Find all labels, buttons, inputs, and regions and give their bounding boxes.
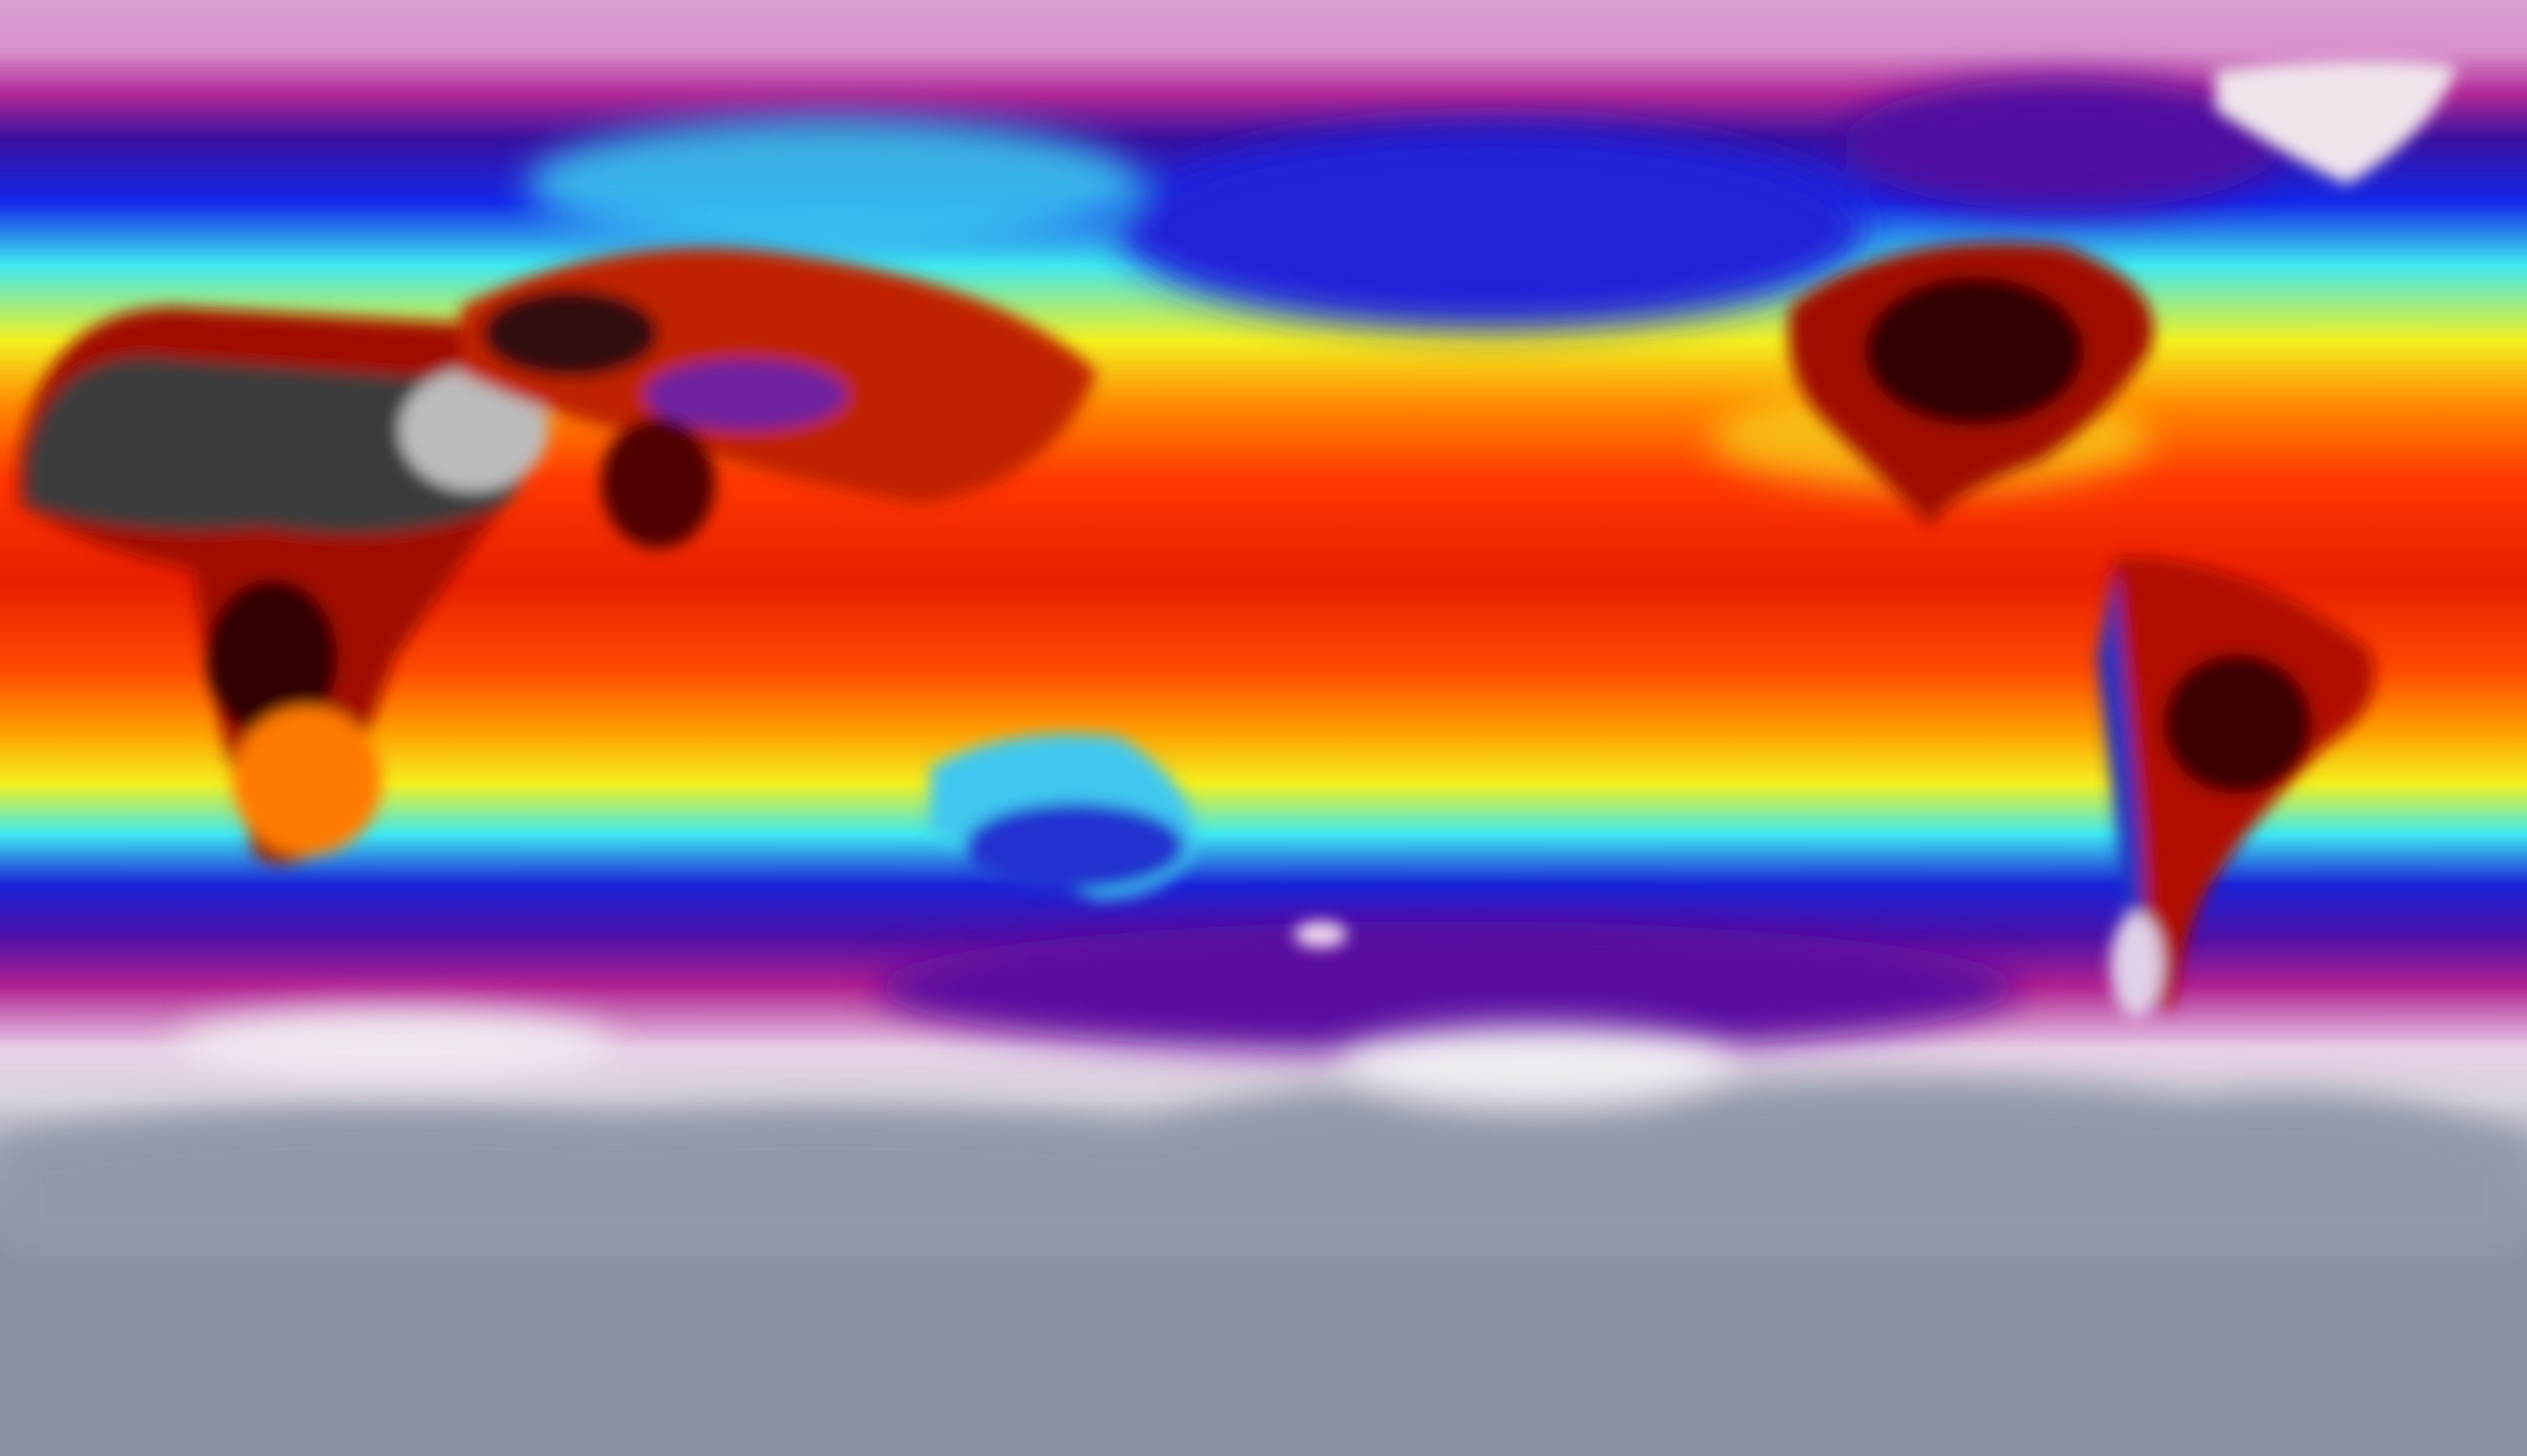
antarctic-white-cloud [1338, 1026, 1733, 1106]
patagonia-white [2110, 912, 2163, 1018]
tibet-cold [645, 359, 847, 430]
antarctic-white-cloud [175, 1009, 615, 1079]
siberia-cyan [526, 118, 1141, 250]
north-pacific-cold-region [1118, 127, 1865, 330]
global-temperature-map [0, 0, 2527, 1264]
canada-purple [1842, 79, 2281, 211]
amazon-dark [2163, 653, 2312, 794]
central-asia-dark [482, 289, 659, 378]
india-dark [601, 416, 715, 549]
greenland-ice [2215, 60, 2457, 184]
south-australia-blue [965, 803, 1185, 891]
arabia-gray [399, 368, 549, 492]
central-africa-dark [206, 579, 338, 737]
us-dark-region [1864, 276, 2084, 426]
new-zealand [1294, 921, 1347, 948]
south-ocean-purple [877, 921, 2019, 1053]
antarctica-ice [0, 1076, 2527, 1264]
andes-cold-strip [2097, 570, 2150, 1009]
sahara-gray [26, 357, 534, 534]
southern-africa-orange [232, 706, 382, 856]
